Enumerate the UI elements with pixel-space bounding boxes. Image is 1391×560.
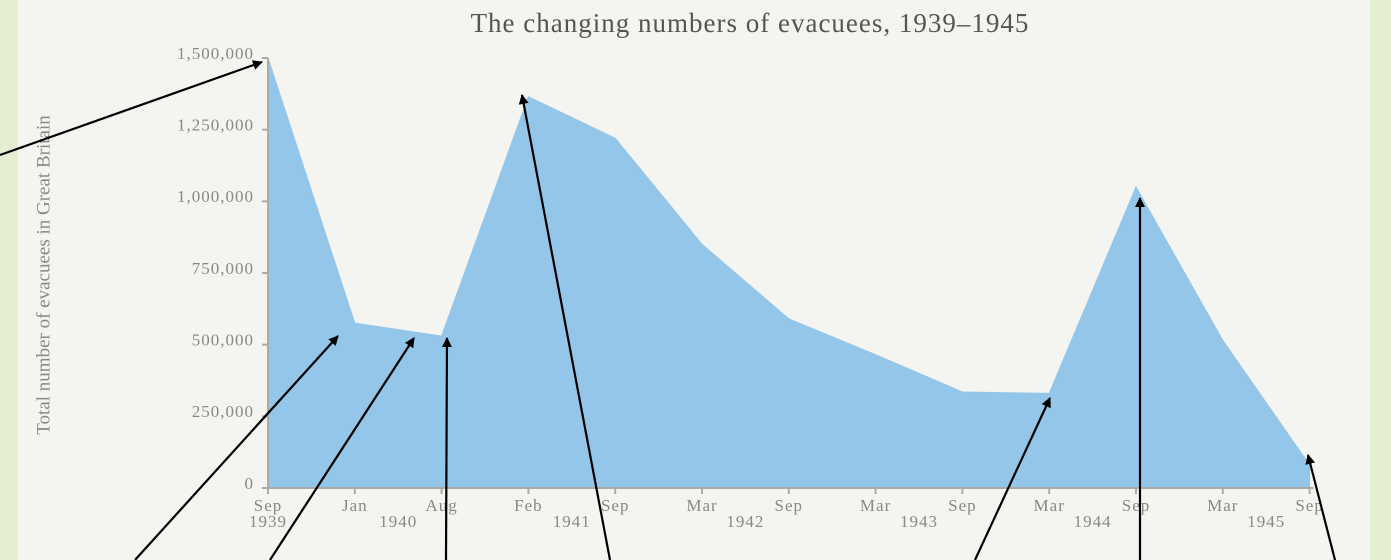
x-year-label: 1941 <box>553 512 591 531</box>
arrow <box>134 335 339 560</box>
x-tick-label: Sep <box>601 496 630 515</box>
x-tick-label: Mar <box>686 496 717 515</box>
x-year-label: 1943 <box>900 512 938 531</box>
x-tick-label: Sep <box>775 496 804 515</box>
y-tick-label: 1,000,000 <box>177 187 254 206</box>
y-tick-label: 500,000 <box>192 331 254 350</box>
x-year-label: 1945 <box>1247 512 1285 531</box>
x-tick-label: Feb <box>514 496 543 515</box>
x-year-label: 1942 <box>726 512 764 531</box>
x-tick-label: Aug <box>425 496 457 515</box>
arrow <box>518 94 612 560</box>
chart-title: The changing numbers of evacuees, 1939–1… <box>471 8 1030 38</box>
arrow <box>0 60 263 157</box>
y-tick-label: 1,500,000 <box>177 44 254 63</box>
arrow <box>441 337 452 560</box>
x-tick-label: Mar <box>860 496 891 515</box>
x-tick-label: Mar <box>1207 496 1238 515</box>
y-tick-label: 250,000 <box>192 402 254 421</box>
x-tick-label: Sep <box>254 496 283 515</box>
x-year-label: 1940 <box>379 512 417 531</box>
x-tick-label: Mar <box>1034 496 1065 515</box>
x-tick-label: Jan <box>342 496 368 515</box>
x-tick-label: Sep <box>1295 496 1324 515</box>
x-tick-label: Sep <box>948 496 977 515</box>
x-year-label: 1944 <box>1074 512 1112 531</box>
area <box>267 57 1311 489</box>
y-axis-label: Total number of evacuees in Great Britai… <box>33 115 54 435</box>
x-year-label: 1939 <box>249 512 287 531</box>
y-tick-label: 1,250,000 <box>177 116 254 135</box>
plot: 0 250,000 500,000 750,000 1,000,000 1,250,000… <box>177 44 1324 531</box>
arrow <box>974 397 1051 560</box>
x-tick-label: Sep <box>1122 496 1151 515</box>
arrow <box>269 337 415 560</box>
y-tick-label: 0 <box>245 474 255 493</box>
annotations <box>0 60 1337 560</box>
y-tick-label: 750,000 <box>192 259 254 278</box>
arrow <box>1305 454 1337 560</box>
